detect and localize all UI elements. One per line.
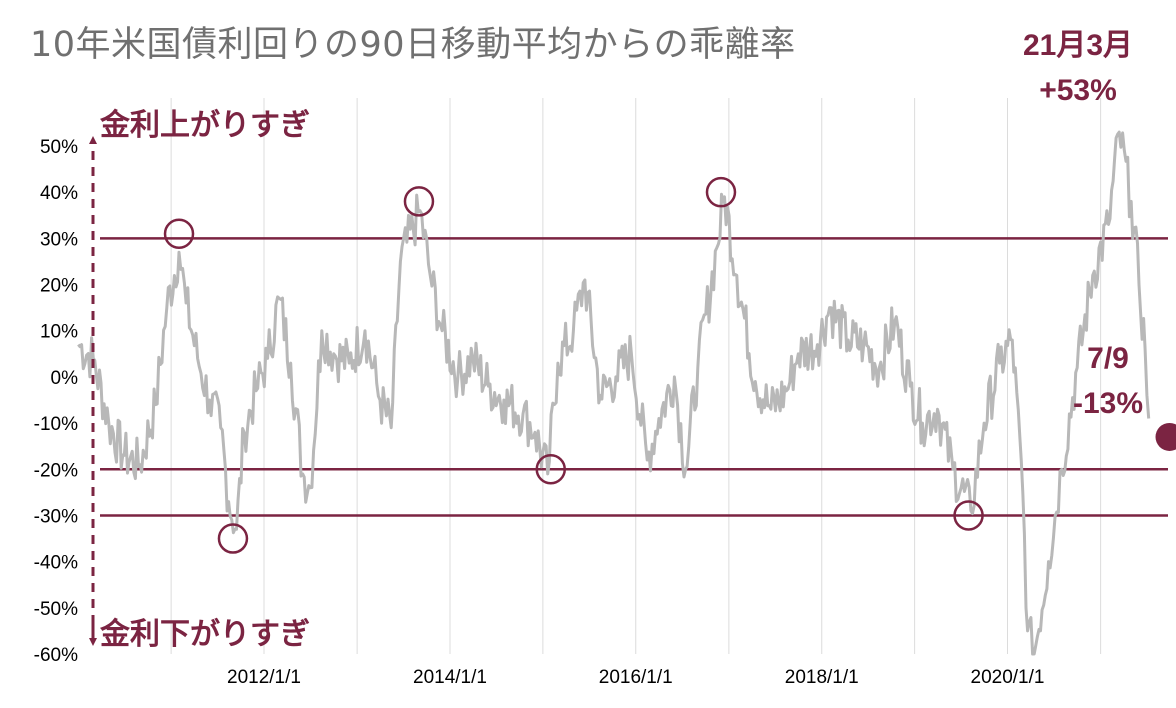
zone-label-up: 金利上がりすぎ bbox=[99, 108, 310, 143]
zone-label-down: 金利下がりすぎ bbox=[99, 617, 310, 652]
highlight-circles bbox=[163, 176, 984, 554]
highlight-circle bbox=[403, 186, 435, 217]
grid-layer bbox=[170, 98, 1102, 654]
x-tick-labels: 2012/1/1 2014/1/1 2016/1/1 2018/1/1 2020/1/1 bbox=[227, 667, 1044, 688]
y-tick-label: -10% bbox=[34, 414, 78, 435]
annotation-peak-line2: +53% bbox=[1039, 74, 1117, 107]
y-tick-label: -50% bbox=[34, 599, 78, 620]
highlight-circle bbox=[163, 218, 195, 249]
x-tick-label: 2018/1/1 bbox=[785, 667, 859, 688]
y-tick-label: 50% bbox=[40, 137, 78, 158]
y-tick-label: 30% bbox=[40, 229, 78, 250]
highlight-circle bbox=[705, 176, 737, 208]
annotation-latest-line2: -13% bbox=[1073, 387, 1143, 420]
x-tick-label: 2020/1/1 bbox=[971, 667, 1045, 688]
series-line bbox=[77, 130, 1151, 656]
y-tick-label: 40% bbox=[40, 183, 78, 204]
annotation-latest-line1: 7/9 bbox=[1087, 342, 1129, 375]
y-tick-label: 20% bbox=[40, 276, 78, 297]
y-tick-label: -40% bbox=[34, 553, 78, 574]
chart-title: 10年米国債利回りの90日移動平均からの乖離率 bbox=[30, 25, 796, 65]
x-tick-label: 2014/1/1 bbox=[413, 667, 487, 688]
latest-value-marker bbox=[1155, 422, 1176, 451]
x-tick-label: 2016/1/1 bbox=[599, 667, 673, 688]
y-tick-label: -20% bbox=[34, 460, 78, 481]
reference-lines bbox=[100, 237, 1168, 517]
highlight-circle bbox=[953, 500, 984, 531]
y-tick-label: -60% bbox=[34, 645, 78, 666]
y-tick-label: -30% bbox=[34, 506, 78, 527]
highlight-circle bbox=[217, 523, 249, 554]
series-layer bbox=[77, 130, 1151, 656]
x-tick-label: 2012/1/1 bbox=[227, 667, 301, 688]
annotation-peak-line1: 21月3月 bbox=[1023, 29, 1133, 62]
y-tick-labels: 50% 40% 30% 20% 10% 0% -10% -20% -30% -40% -50% -60… bbox=[34, 137, 78, 666]
y-tick-label: 10% bbox=[40, 322, 78, 343]
highlight-circle bbox=[535, 454, 567, 485]
y-tick-label: 0% bbox=[51, 368, 79, 389]
